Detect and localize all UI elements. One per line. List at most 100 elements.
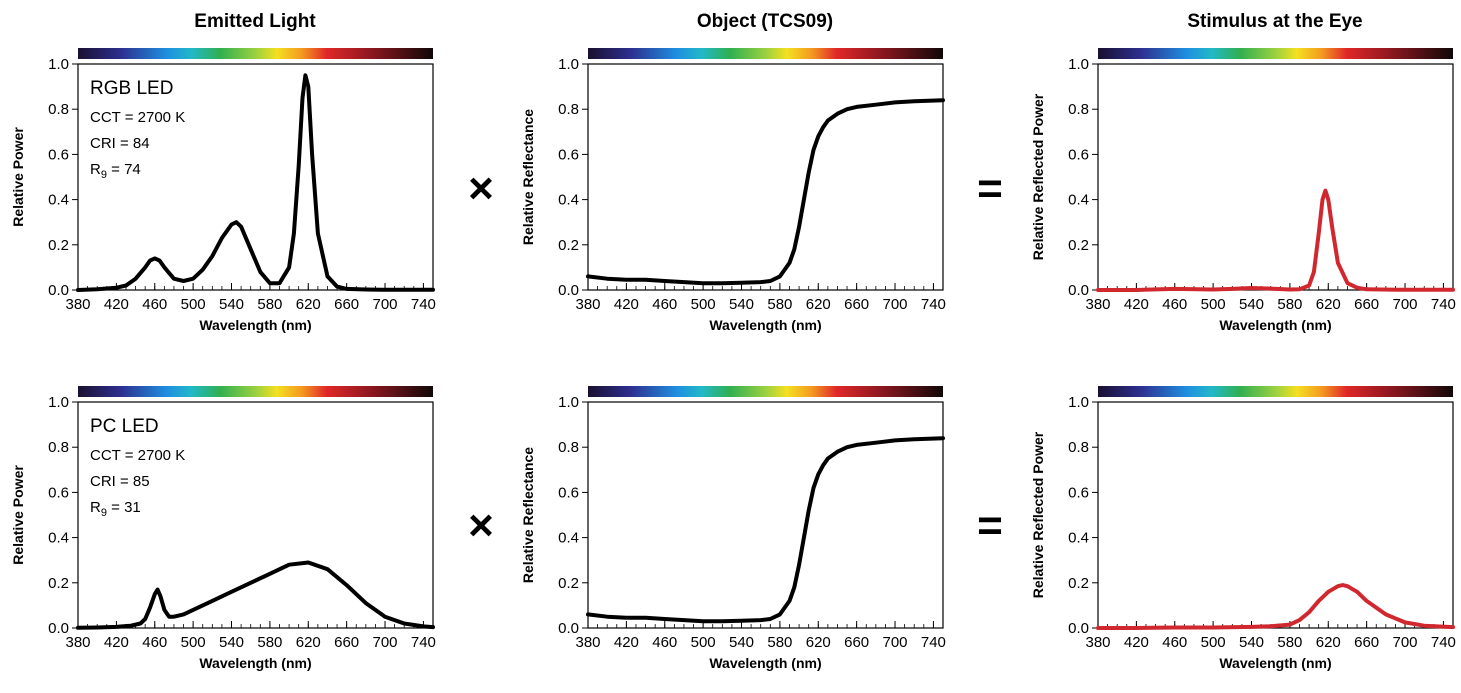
plot-frame: [587, 401, 944, 629]
series-line: [586, 98, 945, 286]
x-tick-label: 380: [575, 634, 600, 651]
spectrum-bar: [588, 386, 943, 397]
chart-panels: 0.0 0.2 0.4 0.6 0.8 1.0 380 420 460 500 540 580 620 6…: [10, 48, 1456, 671]
chart-rgb-stimulus: 0.0 0.2 0.4 0.6 0.8 1.0 380 420 460 500 540 580 620 6…: [1030, 48, 1456, 333]
x-tick-label: 740: [921, 296, 946, 313]
equals-operator-top: =: [977, 164, 1003, 213]
multiply-operator-bottom: ×: [468, 501, 494, 550]
x-tick-label: 620: [806, 634, 831, 651]
y-tick-label: 0.0: [558, 620, 579, 637]
y-tick-label: 0.2: [558, 575, 579, 592]
column-title-object: Object (TCS09): [697, 11, 833, 32]
x-tick-label: 460: [142, 634, 167, 651]
y-tick-label: 0.0: [48, 282, 69, 299]
y-tick-label: 1.0: [48, 394, 69, 411]
x-tick-label: 380: [1085, 296, 1110, 313]
x-axis-title: Wavelength (nm): [709, 655, 821, 671]
y-tick-label: 0.8: [1068, 439, 1089, 456]
chart-rgb-object: 0.0 0.2 0.4 0.6 0.8 1.0 380 420 460 500 540 580 620 6…: [520, 48, 946, 333]
x-tick-label: 660: [1354, 634, 1379, 651]
r9-label: R9 = 74: [90, 161, 141, 181]
y-tick-label: 0.4: [558, 192, 579, 209]
x-tick-label: 700: [883, 634, 908, 651]
y-tick-label: 0.0: [1068, 282, 1089, 299]
y-tick-label: 0.0: [48, 620, 69, 637]
series-line: [1096, 583, 1455, 630]
x-tick-label: 700: [373, 296, 398, 313]
y-tick-label: 0.2: [558, 237, 579, 254]
y-tick-label: 0.4: [48, 192, 69, 209]
x-tick-label: 580: [1277, 296, 1302, 313]
equals-operator-bottom: =: [977, 501, 1003, 550]
x-tick-label: 580: [1277, 634, 1302, 651]
x-tick-label: 540: [219, 634, 244, 651]
y-tick-label: 0.6: [558, 146, 579, 163]
x-tick-label: 580: [257, 634, 282, 651]
x-tick-label: 420: [104, 634, 129, 651]
cct-label: CCT = 2700 K: [90, 109, 185, 126]
y-tick-label: 0.0: [558, 282, 579, 299]
x-axis-title: Wavelength (nm): [1219, 317, 1331, 333]
x-tick-label: 740: [411, 634, 436, 651]
y-tick-label: 0.6: [48, 484, 69, 501]
y-axis-title: Relative Reflectance: [520, 447, 536, 583]
y-tick-label: 0.8: [558, 101, 579, 118]
column-title-emitted-light: Emitted Light: [194, 11, 316, 32]
y-axis-title: Relative Reflectance: [520, 109, 536, 245]
x-tick-label: 740: [1431, 634, 1456, 651]
column-title-stimulus: Stimulus at the Eye: [1187, 11, 1362, 32]
spectrum-bar: [78, 386, 433, 397]
cri-label: CRI = 84: [90, 135, 150, 152]
x-tick-label: 500: [1201, 634, 1226, 651]
series-line: [1096, 188, 1455, 292]
spectrum-bar: [1098, 386, 1453, 397]
spectrum-bar: [1098, 48, 1453, 59]
plot-frame: [1097, 63, 1454, 291]
y-tick-label: 0.8: [48, 101, 69, 118]
x-tick-label: 660: [844, 634, 869, 651]
y-tick-label: 0.4: [558, 530, 579, 547]
y-tick-label: 1.0: [558, 56, 579, 73]
x-tick-label: 660: [334, 296, 359, 313]
chart-pc-stimulus: 0.0 0.2 0.4 0.6 0.8 1.0 380 420 460 500 540 580 620 6…: [1030, 386, 1456, 671]
x-tick-label: 420: [614, 634, 639, 651]
y-tick-label: 0.8: [1068, 101, 1089, 118]
y-tick-label: 0.6: [48, 146, 69, 163]
series-line: [586, 436, 945, 624]
y-axis-title: Relative Reflected Power: [1030, 93, 1046, 260]
x-axis-title: Wavelength (nm): [1219, 655, 1331, 671]
x-tick-label: 420: [104, 296, 129, 313]
x-tick-label: 740: [921, 634, 946, 651]
x-tick-label: 660: [844, 296, 869, 313]
x-tick-label: 700: [373, 634, 398, 651]
x-tick-label: 740: [1431, 296, 1456, 313]
y-tick-label: 1.0: [558, 394, 579, 411]
x-tick-label: 700: [883, 296, 908, 313]
spectrum-bar: [588, 48, 943, 59]
y-tick-label: 0.6: [558, 484, 579, 501]
plot-frame: [1097, 401, 1454, 629]
led-name-label: RGB LED: [90, 78, 173, 99]
plot-frame: [77, 401, 434, 629]
x-axis-title: Wavelength (nm): [709, 317, 821, 333]
x-tick-label: 420: [1124, 634, 1149, 651]
y-axis-title: Relative Power: [10, 465, 26, 565]
y-axis-title: Relative Power: [10, 127, 26, 227]
x-tick-label: 660: [1354, 296, 1379, 313]
y-tick-label: 0.6: [1068, 484, 1089, 501]
x-tick-label: 460: [652, 296, 677, 313]
y-tick-label: 0.2: [1068, 575, 1089, 592]
x-tick-label: 500: [181, 296, 206, 313]
led-name-label: PC LED: [90, 416, 159, 437]
plot-frame: [587, 63, 944, 291]
x-tick-label: 420: [614, 296, 639, 313]
x-tick-label: 620: [1316, 634, 1341, 651]
x-tick-label: 380: [1085, 634, 1110, 651]
y-tick-label: 1.0: [1068, 394, 1089, 411]
x-tick-label: 540: [219, 296, 244, 313]
y-tick-label: 1.0: [1068, 56, 1089, 73]
y-axis-title: Relative Reflected Power: [1030, 431, 1046, 598]
y-tick-label: 0.4: [1068, 530, 1089, 547]
y-tick-label: 0.8: [558, 439, 579, 456]
